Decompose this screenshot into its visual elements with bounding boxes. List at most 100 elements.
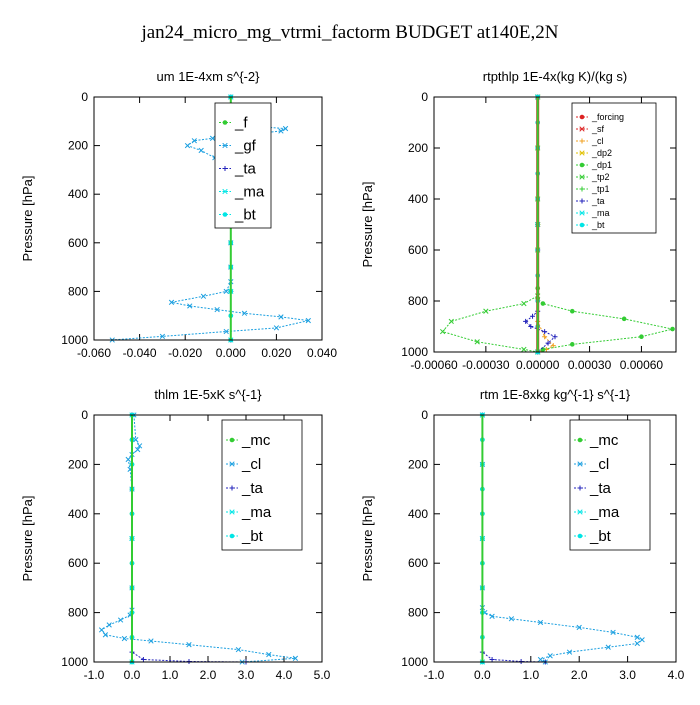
y-tick-label: 0 bbox=[421, 90, 428, 104]
x-tick-label: 3.0 bbox=[238, 668, 255, 682]
legend-label: _cl bbox=[591, 136, 604, 146]
x-tick-label: 2.0 bbox=[200, 668, 217, 682]
data-point bbox=[282, 125, 289, 132]
data-point bbox=[102, 632, 109, 638]
legend-label: _tp2 bbox=[591, 172, 610, 182]
plot-frame bbox=[93, 96, 323, 341]
data-point bbox=[530, 313, 536, 319]
legend-marker bbox=[577, 437, 583, 443]
legend-marker bbox=[577, 509, 583, 515]
data-point bbox=[639, 637, 645, 643]
data-point bbox=[634, 640, 640, 647]
data-point bbox=[106, 622, 112, 628]
data-point bbox=[223, 288, 229, 295]
y-tick-label: 400 bbox=[408, 192, 428, 206]
legend-label: _ta bbox=[591, 196, 605, 206]
data-point bbox=[184, 142, 191, 149]
legend-marker bbox=[229, 533, 235, 539]
x-tick-label: 0.0 bbox=[124, 668, 141, 682]
data-point bbox=[639, 334, 644, 340]
data-point bbox=[521, 300, 527, 307]
legend-marker bbox=[577, 485, 583, 491]
legend-label: _bt bbox=[591, 220, 605, 230]
data-point bbox=[489, 657, 495, 663]
legend-label: _ma bbox=[589, 504, 620, 521]
data-point bbox=[98, 627, 105, 633]
legend-marker bbox=[229, 509, 235, 515]
chart-panel-2: rtpthlp 1E-4x(kg K)/(kg s) Pressure [hPa]… bbox=[360, 69, 677, 372]
data-point bbox=[483, 308, 489, 314]
legend-marker bbox=[579, 186, 585, 192]
data-point bbox=[214, 306, 220, 313]
data-point bbox=[521, 346, 527, 353]
data-point bbox=[191, 138, 197, 144]
y-tick-label: 800 bbox=[68, 284, 88, 298]
x-tick-label: 0.00000 bbox=[516, 358, 560, 372]
legend-label: _bt bbox=[234, 207, 257, 224]
legend-label: _ta bbox=[589, 480, 612, 497]
data-point bbox=[168, 299, 175, 305]
y-tick-label: 600 bbox=[408, 556, 428, 570]
y-tick-label: 1000 bbox=[401, 345, 428, 359]
chart-panel-3: thlm 1E-5xK s^{-1} Pressure [hPa] 0 200 400 6… bbox=[20, 387, 331, 682]
data-point bbox=[474, 339, 480, 345]
data-point bbox=[566, 649, 573, 655]
x-tick-label: -0.00060 bbox=[410, 358, 458, 372]
y-tick-label: 600 bbox=[408, 243, 428, 257]
data-point bbox=[569, 308, 575, 314]
data-point bbox=[241, 310, 248, 316]
y-axis-label: Pressure [hPa] bbox=[20, 496, 35, 582]
panel-title: thlm 1E-5xK s^{-1} bbox=[154, 387, 262, 402]
x-tick-label: 0.00060 bbox=[620, 358, 664, 372]
data-point bbox=[278, 314, 284, 320]
legend-marker bbox=[579, 222, 585, 228]
data-point bbox=[621, 316, 627, 322]
plot-frame bbox=[433, 414, 677, 663]
x-tick-label: 1.0 bbox=[522, 668, 539, 682]
y-tick-label: 0 bbox=[421, 408, 428, 422]
legend-marker bbox=[229, 485, 235, 491]
x-tick-label: 0.020 bbox=[261, 346, 291, 360]
data-point bbox=[209, 135, 216, 141]
legend-marker bbox=[229, 437, 235, 443]
plot-frame bbox=[433, 96, 677, 353]
legend-marker bbox=[579, 150, 585, 156]
y-tick-label: 800 bbox=[408, 294, 428, 308]
series-gf bbox=[109, 94, 311, 343]
x-tick-label: -0.060 bbox=[77, 346, 111, 360]
legend-marker bbox=[222, 166, 228, 171]
data-point bbox=[540, 301, 546, 306]
data-point bbox=[135, 446, 141, 453]
data-point bbox=[439, 328, 446, 335]
panel-title: rtm 1E-8xkg kg^{-1} s^{-1} bbox=[480, 387, 631, 402]
legend-marker bbox=[222, 142, 228, 149]
y-tick-label: 400 bbox=[68, 507, 88, 521]
y-axis-label: Pressure [hPa] bbox=[20, 176, 35, 262]
y-tick-label: 0 bbox=[81, 90, 88, 104]
legend-label: _sf bbox=[591, 124, 605, 134]
series-line bbox=[441, 97, 539, 353]
y-tick-label: 200 bbox=[408, 141, 428, 155]
data-point bbox=[552, 334, 558, 340]
legend-marker bbox=[579, 210, 585, 216]
panel-title: um 1E-4xm s^{-2} bbox=[157, 69, 261, 84]
legend: _mc _cl _ta _ma _bt bbox=[221, 419, 303, 551]
x-tick-label: 1.0 bbox=[162, 668, 179, 682]
x-tick-label: 0.040 bbox=[307, 346, 337, 360]
data-point bbox=[605, 644, 611, 650]
legend: _forcing _sf _cl _dp2 _dp1 _tp2 _tp1 _ta _ma _bt bbox=[571, 102, 657, 234]
y-tick-label: 0 bbox=[81, 408, 88, 422]
data-point bbox=[537, 619, 544, 626]
legend-label: _f bbox=[234, 115, 248, 132]
data-point bbox=[670, 326, 675, 332]
legend-marker bbox=[579, 174, 585, 180]
chart-panel-4: rtm 1E-8xkg kg^{-1} s^{-1} Pressure [hPa]… bbox=[360, 387, 685, 682]
legend-label: _ta bbox=[241, 480, 264, 497]
legend-marker bbox=[577, 461, 583, 467]
legend-label: _ma bbox=[241, 504, 272, 521]
series-line bbox=[524, 97, 556, 353]
y-tick-label: 600 bbox=[68, 236, 88, 250]
data-point bbox=[223, 328, 229, 335]
y-tick-label: 1000 bbox=[61, 333, 88, 347]
